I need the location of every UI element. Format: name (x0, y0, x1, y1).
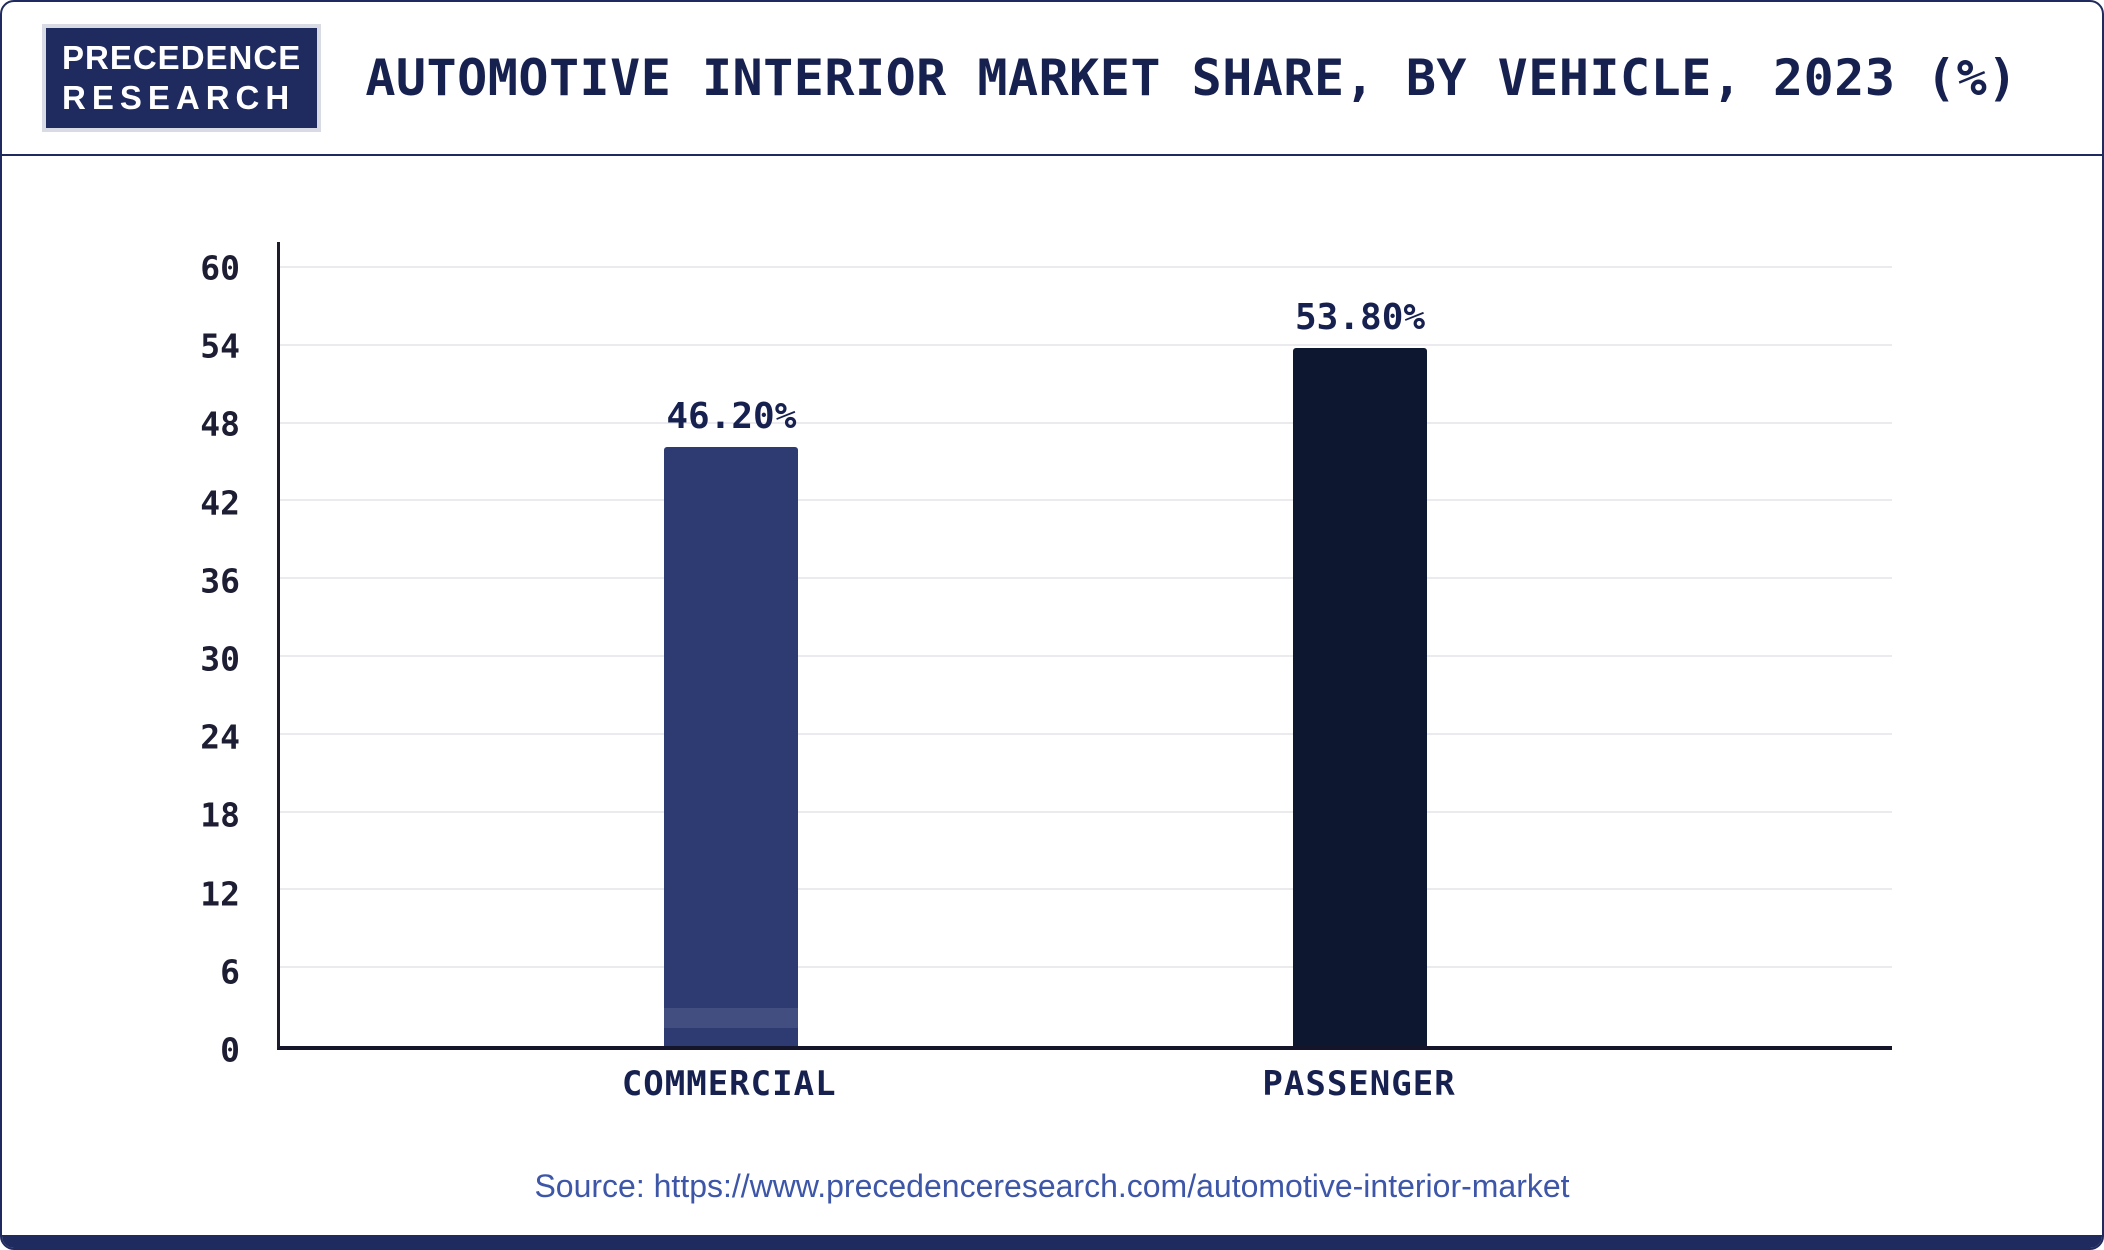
gridline (280, 966, 1892, 969)
bar-column: 46.20% (664, 395, 799, 1046)
y-tick-label: 36 (200, 561, 240, 601)
gridline (280, 732, 1892, 735)
bar-commercial (664, 446, 799, 1046)
y-tick-label: 42 (200, 483, 240, 523)
bar-value-label: 53.80% (1295, 297, 1426, 339)
gridline (280, 265, 1892, 268)
bar-value-label: 46.20% (666, 395, 797, 437)
gridline (280, 810, 1892, 813)
y-tick-label: 48 (200, 404, 240, 444)
gridline (280, 421, 1892, 424)
source-line: Source: https://www.precedenceresearch.c… (2, 1168, 2102, 1205)
source-prefix: Source: (534, 1168, 654, 1204)
x-category-label: COMMERCIAL (621, 1064, 837, 1104)
gridline (280, 888, 1892, 891)
bottom-accent-bar (2, 1235, 2102, 1248)
bars-layer: 46.20% 53.80% (280, 242, 1892, 1046)
brand-line2: RESEARCH (62, 79, 296, 116)
y-tick-label: 6 (220, 952, 240, 992)
y-tick-label: 60 (200, 248, 240, 288)
gridline (280, 577, 1892, 580)
y-tick-label: 0 (220, 1030, 240, 1070)
x-category-label: PASSENGER (1262, 1064, 1456, 1104)
y-tick-label: 30 (200, 639, 240, 679)
y-axis: 0 6 12 18 24 30 36 42 48 54 60 (2, 242, 254, 1070)
brand-line1: PRECEDENCE (62, 38, 302, 76)
y-tick-label: 24 (200, 717, 240, 757)
y-tick-label: 18 (200, 795, 240, 835)
chart-title: AUTOMOTIVE INTERIOR MARKET SHARE, BY VEH… (365, 49, 2018, 107)
y-tick-label: 12 (200, 874, 240, 914)
gridline (280, 499, 1892, 502)
gridline (280, 343, 1892, 346)
bar-passenger (1293, 348, 1428, 1046)
x-labels: COMMERCIAL PASSENGER (277, 1064, 1892, 1118)
bar-column: 53.80% (1293, 297, 1428, 1046)
brand-logo: PRECEDENCE RESEARCH (42, 23, 322, 133)
gridline (280, 654, 1892, 657)
source-link[interactable]: https://www.precedenceresearch.com/autom… (653, 1168, 1570, 1204)
y-tick-label: 54 (200, 326, 240, 366)
header: PRECEDENCE RESEARCH AUTOMOTIVE INTERIOR … (2, 2, 2102, 156)
plot-area: 46.20% 53.80% (277, 242, 1892, 1050)
